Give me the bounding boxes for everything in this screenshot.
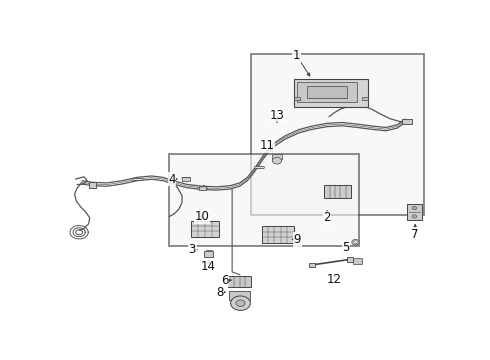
Bar <box>89 182 96 188</box>
Bar <box>347 257 353 262</box>
Bar <box>294 79 368 107</box>
Bar <box>204 251 213 257</box>
Bar <box>297 82 357 102</box>
Bar <box>191 221 219 237</box>
Text: 14: 14 <box>201 260 216 273</box>
Text: 1: 1 <box>293 49 300 62</box>
Circle shape <box>352 239 359 245</box>
Bar <box>407 204 421 220</box>
Bar <box>324 185 351 198</box>
Text: 12: 12 <box>327 273 342 286</box>
Bar <box>251 54 424 215</box>
Bar <box>228 276 251 287</box>
Text: 10: 10 <box>195 210 209 223</box>
Bar <box>309 263 315 267</box>
Text: 5: 5 <box>343 241 350 254</box>
Text: 11: 11 <box>260 139 274 152</box>
Bar <box>229 291 250 300</box>
Bar <box>362 97 368 100</box>
Text: 2: 2 <box>323 211 331 224</box>
Text: 7: 7 <box>412 228 419 241</box>
Circle shape <box>412 215 416 218</box>
Bar <box>402 119 412 124</box>
Text: 4: 4 <box>169 172 176 185</box>
Bar <box>294 97 300 100</box>
Text: 9: 9 <box>294 233 301 246</box>
Circle shape <box>354 241 358 244</box>
Bar <box>170 154 359 246</box>
Text: 8: 8 <box>216 285 223 299</box>
Text: 3: 3 <box>189 243 196 256</box>
Bar <box>271 154 282 158</box>
Bar <box>182 177 190 181</box>
Circle shape <box>272 157 281 164</box>
Text: 6: 6 <box>221 274 228 287</box>
Circle shape <box>236 300 245 306</box>
Bar <box>199 186 206 190</box>
Bar <box>307 86 347 98</box>
Text: 13: 13 <box>270 109 284 122</box>
Circle shape <box>412 207 416 210</box>
Bar <box>353 258 362 264</box>
Circle shape <box>231 296 250 310</box>
Bar <box>262 226 294 243</box>
